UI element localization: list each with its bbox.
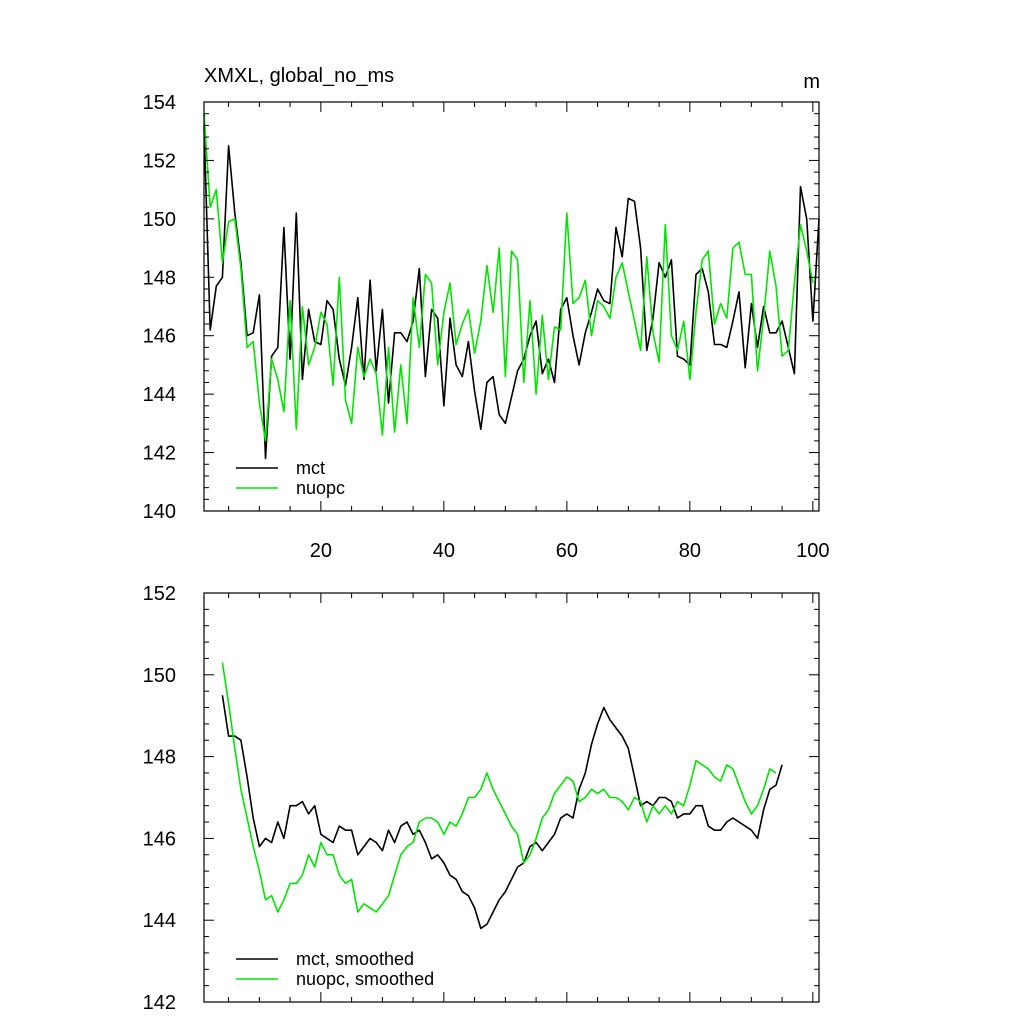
x-tick-label: 100 — [796, 540, 829, 562]
x-tick-label: 60 — [556, 540, 578, 562]
units-label: m — [803, 71, 820, 93]
plot-frame — [203, 592, 820, 1003]
legend-label: mct, smoothed — [296, 949, 414, 969]
legend-label: nuopc, smoothed — [296, 969, 434, 989]
y-tick-label: 148 — [143, 747, 176, 769]
y-tick-label: 152 — [143, 150, 176, 172]
y-tick-label: 144 — [143, 384, 176, 406]
series-line-mct — [203, 125, 820, 460]
y-tick-label: 152 — [143, 583, 176, 605]
chart-title: XMXL, global_no_ms — [204, 65, 394, 87]
y-tick-label: 144 — [143, 910, 176, 932]
y-tick-label: 142 — [143, 992, 176, 1014]
y-tick-label: 146 — [143, 326, 176, 348]
series-line-nuopc-smoothed — [221, 662, 777, 913]
y-tick-label: 142 — [143, 443, 176, 465]
y-tick-label: 146 — [143, 828, 176, 850]
legend-label: nuopc — [296, 478, 345, 498]
legend-label: mct — [296, 458, 325, 478]
top-panel: XMXL, global_no_ms m 140 142 144 146 148 150 1… — [143, 65, 830, 562]
x-tick-label: 40 — [433, 540, 455, 562]
y-tick-label: 140 — [143, 501, 176, 523]
y-tick-label: 150 — [143, 209, 176, 231]
series-line-nuopc — [203, 113, 814, 442]
y-tick-label: 154 — [143, 92, 176, 114]
plot-frame — [203, 101, 820, 512]
series-line-mct-smoothed — [221, 695, 783, 930]
y-tick-label: 150 — [143, 665, 176, 687]
y-tick-label: 148 — [143, 267, 176, 289]
x-tick-label: 80 — [679, 540, 701, 562]
x-tick-label: 20 — [310, 540, 332, 562]
